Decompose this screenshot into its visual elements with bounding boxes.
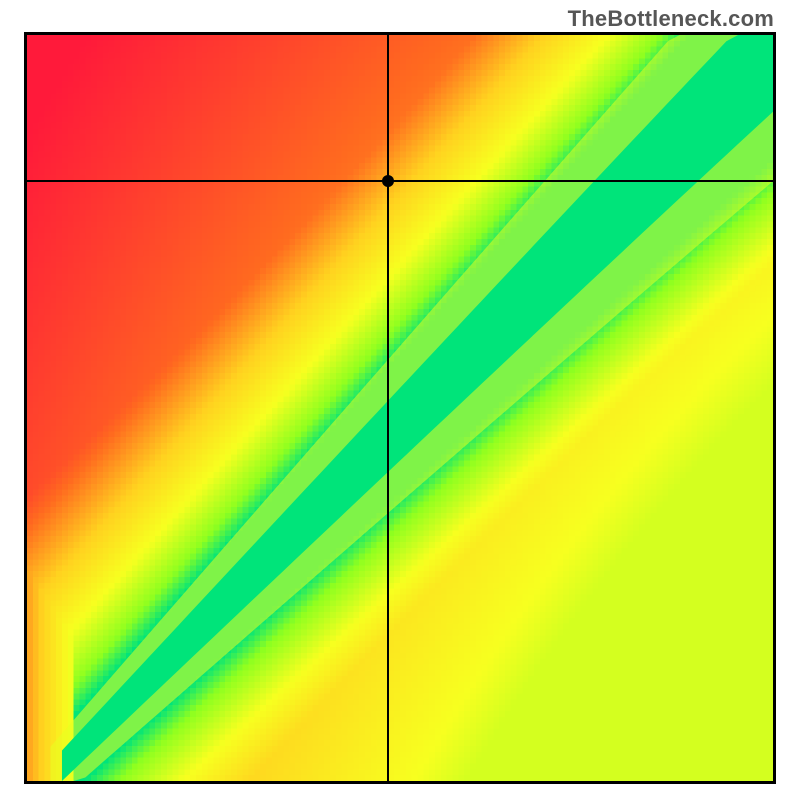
chart-frame: [24, 32, 776, 784]
watermark-text: TheBottleneck.com: [568, 6, 774, 32]
crosshair-horizontal: [27, 180, 773, 182]
crosshair-vertical: [387, 35, 389, 781]
crosshair-marker-dot: [382, 175, 394, 187]
figure-container: TheBottleneck.com: [0, 0, 800, 800]
